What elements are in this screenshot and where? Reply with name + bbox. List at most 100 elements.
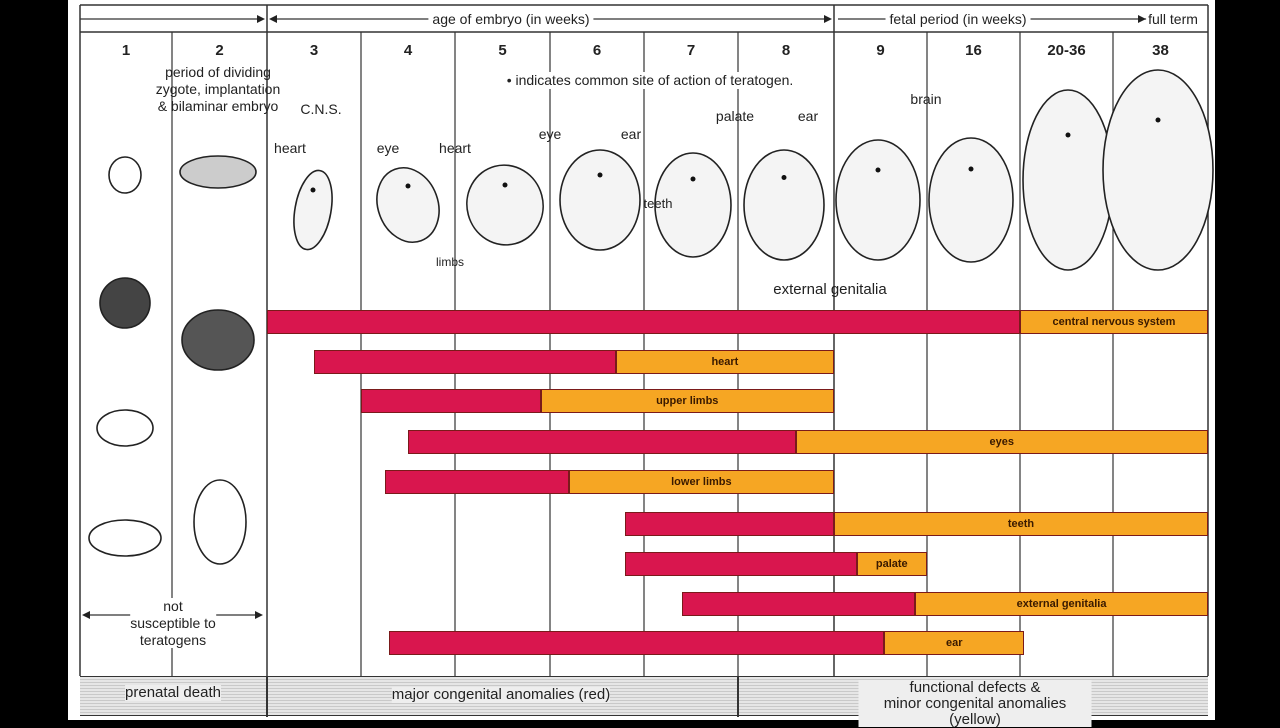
column-week-label: 9 <box>876 42 885 59</box>
major-anomaly-bar <box>361 389 541 413</box>
major-anomaly-bar <box>267 310 1020 334</box>
teratogen-site-dot <box>310 187 316 193</box>
arrow-right-icon <box>255 611 263 619</box>
bar-label: heart <box>711 356 739 368</box>
bar-label: lower limbs <box>671 476 732 488</box>
major-anomaly-bar <box>389 631 885 655</box>
embryo-illustration <box>376 167 440 243</box>
implantation-illustration <box>179 155 257 189</box>
column-week-label: 16 <box>965 42 982 59</box>
note-line: zygote, implantation <box>155 80 281 97</box>
arrow-left-icon <box>82 611 90 619</box>
teratogen-site-dot <box>502 182 508 188</box>
bar-label: external genitalia <box>1016 598 1107 610</box>
embryo-illustration <box>835 139 921 261</box>
minor-anomaly-bar <box>795 430 1208 454</box>
column-week-label: 5 <box>498 42 507 59</box>
embryo-illustration <box>1102 69 1214 271</box>
embryo-illustration <box>928 137 1014 263</box>
teratogen-site-dot <box>781 175 787 180</box>
grid-lines <box>79 4 1214 676</box>
brain-label: brain <box>910 91 942 107</box>
not-susceptible-note: not susceptible to teratogens <box>130 598 216 649</box>
morula-illustration <box>99 277 151 329</box>
minor-anomaly-bar <box>834 512 1208 536</box>
minor-anomalies-label: functional defects & minor congenital an… <box>858 679 1092 728</box>
minor-line: minor congenital anomalies (yellow) <box>883 694 1067 728</box>
major-anomaly-bar <box>384 470 569 494</box>
note-line: not <box>163 598 183 614</box>
teratogen-site-dot <box>968 166 974 172</box>
teratogen-site-dot <box>875 167 881 173</box>
bar-label: teeth <box>1007 518 1035 530</box>
arrow-right-icon <box>1138 15 1146 23</box>
column-week-label: 4 <box>403 42 413 59</box>
column-week-label: 2 <box>215 42 224 59</box>
limbs-label: limbs <box>435 255 465 269</box>
note-line: susceptible to <box>130 614 216 631</box>
eye-label: eye <box>538 126 562 142</box>
bar-label: central nervous system <box>1052 316 1176 328</box>
embryo-illustration <box>466 164 544 246</box>
minor-anomaly-bar <box>568 470 834 494</box>
column-week-label: 8 <box>781 42 791 59</box>
note-line: period of dividing <box>165 64 271 80</box>
column-week-label: 38 <box>1152 42 1169 59</box>
minor-line: functional defects & <box>909 679 1041 696</box>
eye-label: eye <box>376 140 400 156</box>
minor-anomaly-bar <box>1020 310 1208 334</box>
note-line: teratogens <box>139 631 207 648</box>
minor-anomaly-bar <box>540 389 834 413</box>
external-genitalia-label: external genitalia <box>773 281 887 298</box>
major-anomaly-bar <box>314 350 616 374</box>
teratogen-site-dot <box>1065 132 1071 138</box>
column-week-label: 1 <box>121 42 131 59</box>
bar-label: ear <box>946 637 963 649</box>
teratogen-site-dot <box>690 176 696 182</box>
major-anomaly-bar <box>625 552 857 576</box>
column-week-label: 3 <box>309 42 319 59</box>
minor-anomaly-bar <box>856 552 927 576</box>
heart-label: heart <box>274 140 306 156</box>
teratogen-site-dot <box>1155 117 1161 123</box>
fetal-period-label: fetal period (in weeks) <box>885 11 1031 28</box>
arrow-right-icon <box>257 15 265 23</box>
ear-label: ear <box>797 108 819 124</box>
implantation-illustration <box>88 519 162 557</box>
major-anomaly-bar <box>681 592 916 616</box>
minor-anomaly-bar <box>884 631 1025 655</box>
bilaminar-embryo-illustration <box>193 479 247 565</box>
major-anomaly-bar <box>408 430 796 454</box>
major-anomalies-label: major congenital anomalies (red) <box>391 686 611 703</box>
palate-label: palate <box>715 108 755 124</box>
column-week-label: 7 <box>686 42 696 59</box>
embryo-illustration <box>293 169 333 251</box>
embryo-illustration <box>1022 89 1114 271</box>
minor-anomaly-bar <box>615 350 834 374</box>
embryo-illustration <box>743 149 825 261</box>
cns-label: C.N.S. <box>300 101 342 117</box>
bar-label: upper limbs <box>656 395 719 407</box>
column-week-label: 6 <box>592 42 602 59</box>
full-term-label: full term <box>1146 11 1200 28</box>
column-week-label: 20-36 <box>1047 42 1086 59</box>
bar-label: eyes <box>989 436 1015 448</box>
embryo-illustration <box>559 149 641 251</box>
ear-label: ear <box>620 126 642 142</box>
outcome-legend-row: prenatal death major congenital anomalie… <box>80 676 1208 728</box>
teratogen-sensitivity-chart: age of embryo (in weeks) fetal period (i… <box>68 0 1215 720</box>
note-line: & bilaminar embryo <box>157 97 279 114</box>
early-period-note: period of dividing zygote, implantation … <box>156 64 281 114</box>
embryo-illustration <box>654 152 732 258</box>
implanted-embryo-illustration <box>181 309 255 371</box>
arrow-left-icon <box>269 15 277 23</box>
major-anomaly-bar <box>625 512 834 536</box>
age-of-embryo-label: age of embryo (in weeks) <box>428 11 594 28</box>
teratogen-site-dot <box>597 172 603 178</box>
arrow-right-icon <box>824 15 832 23</box>
blastocyst-illustration <box>96 409 154 447</box>
teratogen-indicator-note: • indicates common site of action of ter… <box>504 72 796 89</box>
teeth-label: teeth <box>643 196 673 211</box>
bar-label: palate <box>875 558 908 570</box>
zygote-illustration <box>108 156 142 194</box>
